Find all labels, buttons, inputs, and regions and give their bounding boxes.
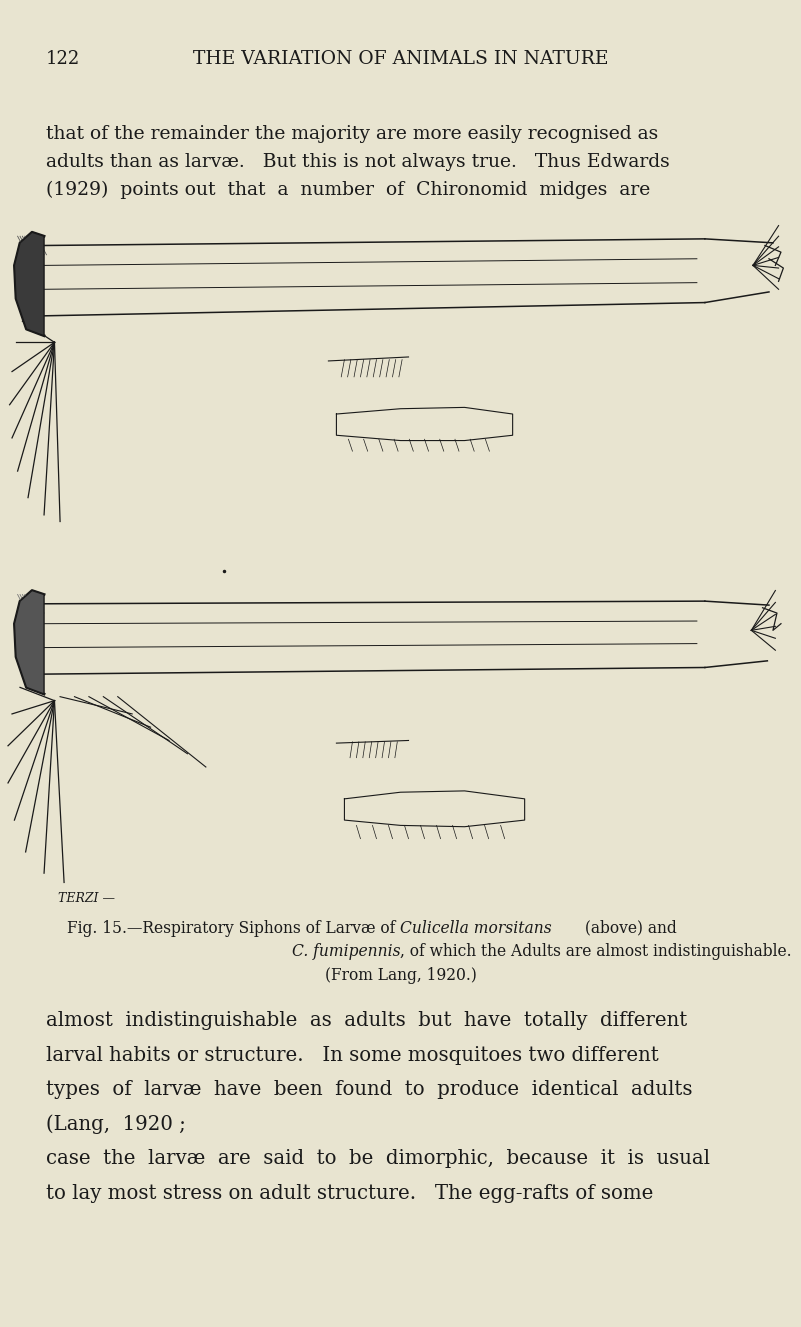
Text: (above) and: (above) and (580, 920, 677, 937)
Text: (1929)  points out  that  a  number  of  Chironomid  midges  are: (1929) points out that a number of Chiro… (46, 180, 650, 199)
Text: (Lang,  1920 ;: (Lang, 1920 ; (46, 1115, 198, 1135)
Text: C. fumipennis: C. fumipennis (292, 943, 400, 961)
Text: types  of  larvæ  have  been  found  to  produce  identical  adults: types of larvæ have been found to produc… (46, 1080, 692, 1099)
Polygon shape (14, 232, 44, 336)
Text: Fig. 15.—Respiratory Siphons of Larvæ of: Fig. 15.—Respiratory Siphons of Larvæ of (67, 920, 400, 937)
Text: case  the  larvæ  are  said  to  be  dimorphic,  because  it  is  usual: case the larvæ are said to be dimorphic,… (46, 1149, 710, 1168)
Text: Culicella morsitans: Culicella morsitans (400, 920, 552, 937)
Text: 122: 122 (46, 50, 80, 69)
Text: , of which the Adults are almost indistinguishable.: , of which the Adults are almost indisti… (400, 943, 792, 961)
Text: almost  indistinguishable  as  adults  but  have  totally  different: almost indistinguishable as adults but h… (46, 1011, 687, 1030)
Text: THE VARIATION OF ANIMALS IN NATURE: THE VARIATION OF ANIMALS IN NATURE (193, 50, 608, 69)
Text: adults than as larvæ.   But this is not always true.   Thus Edwards: adults than as larvæ. But this is not al… (46, 153, 670, 171)
Text: TERZI —: TERZI — (58, 892, 115, 905)
Text: larval habits or structure.   In some mosquitoes two different: larval habits or structure. In some mosq… (46, 1046, 658, 1064)
Text: to lay most stress on adult structure.   The egg-rafts of some: to lay most stress on adult structure. T… (46, 1184, 653, 1202)
Text: that of the remainder the majority are more easily recognised as: that of the remainder the majority are m… (46, 125, 658, 143)
Text: (From Lang, 1920.): (From Lang, 1920.) (324, 967, 477, 985)
Polygon shape (14, 591, 44, 694)
